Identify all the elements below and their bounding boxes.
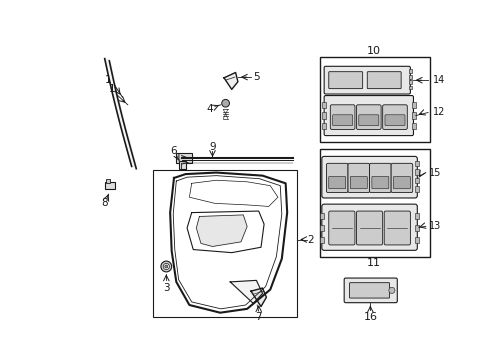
Bar [176,153,191,163]
FancyBboxPatch shape [329,105,354,130]
Text: 10: 10 [366,46,381,56]
FancyBboxPatch shape [324,95,413,136]
FancyBboxPatch shape [328,211,354,245]
Circle shape [164,265,167,268]
Polygon shape [196,215,246,247]
Bar [408,69,411,73]
FancyBboxPatch shape [321,156,416,198]
Bar [320,149,429,257]
Bar [414,225,418,231]
Text: 3: 3 [163,283,169,293]
Text: 2: 2 [306,235,313,244]
FancyBboxPatch shape [328,72,362,89]
Bar [414,237,418,243]
Text: 12: 12 [432,108,444,117]
Text: 4: 4 [206,104,213,114]
FancyBboxPatch shape [371,176,388,189]
Text: 1: 1 [105,75,112,85]
Bar [320,213,324,219]
FancyBboxPatch shape [326,163,347,193]
Bar [411,112,415,119]
FancyBboxPatch shape [390,163,412,193]
FancyBboxPatch shape [384,211,409,245]
Bar [321,123,325,130]
Text: 8: 8 [101,198,108,208]
Text: 15: 15 [428,167,440,177]
FancyBboxPatch shape [384,115,404,126]
Text: 7: 7 [255,311,262,321]
Text: 5: 5 [253,72,259,82]
Bar [153,170,297,316]
FancyBboxPatch shape [366,72,400,89]
FancyBboxPatch shape [347,163,369,193]
Bar [414,161,418,166]
FancyBboxPatch shape [321,204,416,250]
FancyBboxPatch shape [349,283,389,298]
Circle shape [221,99,229,107]
Bar [106,179,110,183]
FancyBboxPatch shape [332,115,352,126]
FancyBboxPatch shape [393,176,409,189]
FancyBboxPatch shape [369,163,390,193]
FancyBboxPatch shape [344,278,396,303]
FancyBboxPatch shape [356,105,380,130]
Bar [411,102,415,108]
Polygon shape [230,280,262,303]
Text: 13: 13 [428,221,440,231]
Bar [408,86,411,89]
Bar [321,112,325,119]
Circle shape [161,261,171,272]
Bar [179,161,185,169]
Text: 9: 9 [209,142,215,152]
Bar [320,225,324,231]
FancyBboxPatch shape [356,211,382,245]
Text: 1: 1 [109,84,116,94]
Bar [408,80,411,84]
Bar [414,186,418,192]
FancyBboxPatch shape [358,115,378,126]
Bar [414,170,418,175]
FancyBboxPatch shape [328,176,345,189]
Polygon shape [250,288,266,307]
Circle shape [163,264,169,270]
Polygon shape [224,72,238,89]
Bar [414,178,418,183]
Bar [408,75,411,78]
FancyBboxPatch shape [324,66,409,94]
FancyBboxPatch shape [349,176,366,189]
Bar [320,237,324,243]
Text: 16: 16 [363,311,377,321]
Text: 6: 6 [170,146,177,156]
Bar [414,213,418,219]
FancyBboxPatch shape [382,105,407,130]
Bar [104,182,115,189]
Bar [321,102,325,108]
Text: 11: 11 [366,258,381,267]
Bar [320,57,429,142]
Bar [411,123,415,130]
Circle shape [388,287,394,293]
Text: 14: 14 [432,75,444,85]
